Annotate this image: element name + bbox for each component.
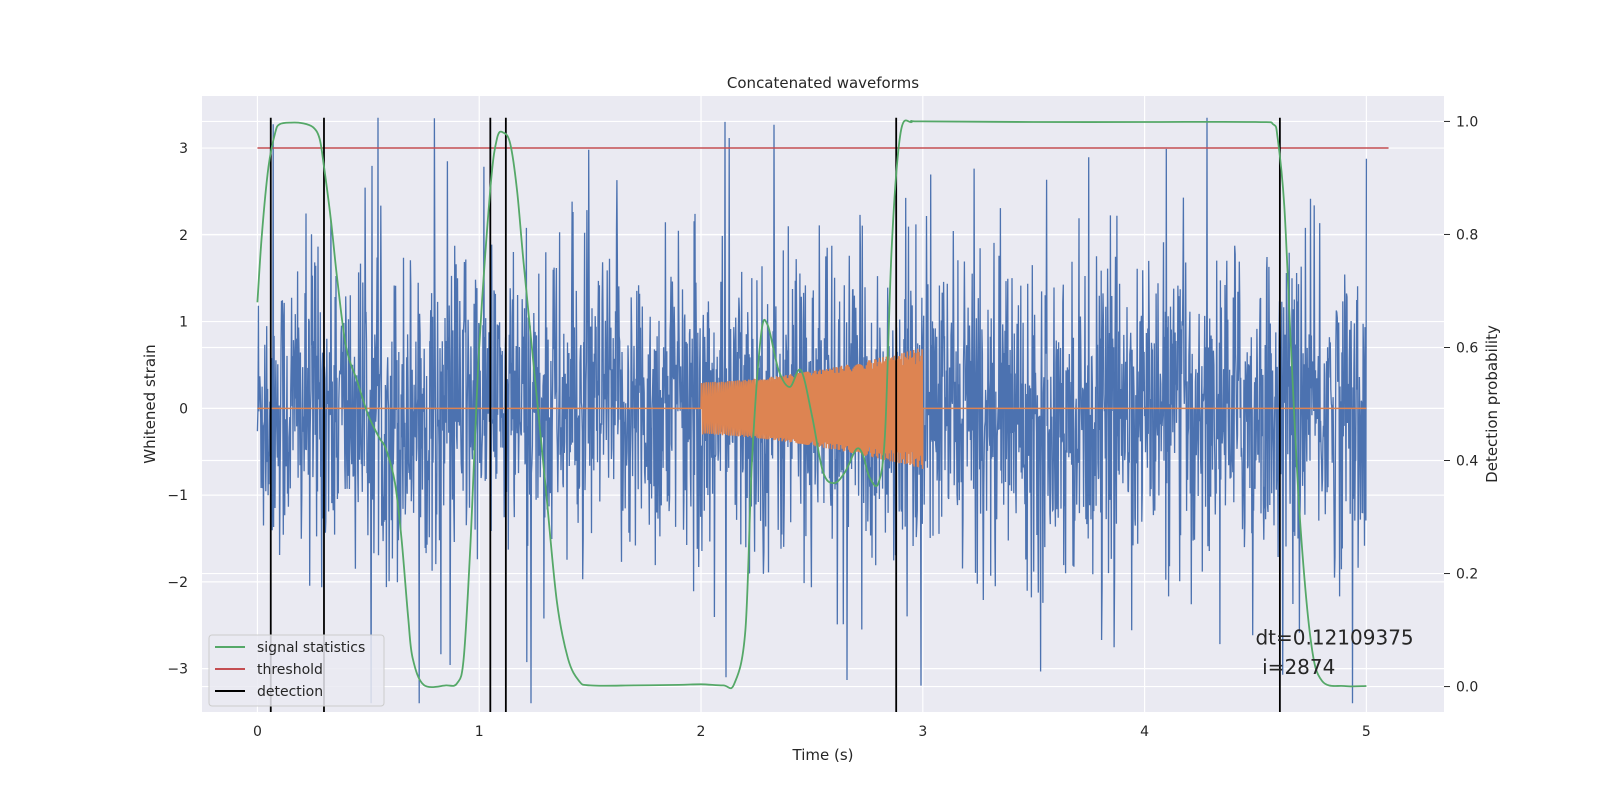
- x-tick-label: 2: [697, 724, 706, 740]
- legend-label-detection: detection: [257, 684, 323, 700]
- x-tick-label: 1: [475, 724, 484, 740]
- legend-label-signal-statistics: signal statistics: [257, 640, 365, 656]
- y-tick-label: −3: [167, 662, 188, 678]
- plot-layer: [256, 117, 1389, 712]
- x-tick-label: 0: [253, 724, 262, 740]
- y2-tick-label: 0.2: [1456, 567, 1478, 583]
- chart-title: Concatenated waveforms: [727, 74, 919, 92]
- x-axis-label: Time (s): [792, 746, 854, 764]
- y-tick-label: −2: [167, 575, 188, 591]
- y2-tick-label: 1.0: [1456, 114, 1478, 130]
- y-tick-label: 2: [179, 228, 188, 244]
- y2-tick-label: 0.6: [1456, 340, 1478, 356]
- legend-label-threshold: threshold: [257, 662, 323, 678]
- annotation-i: i=2874: [1262, 655, 1335, 679]
- legend: signal statistics threshold detection: [208, 634, 385, 707]
- y2-tick-label: 0.4: [1456, 454, 1478, 470]
- annotation-dt: dt=0.12109375: [1255, 625, 1413, 649]
- y-axis-label: Whitened strain: [141, 344, 159, 463]
- y2-axis-label: Detection probability: [1483, 325, 1501, 483]
- x-tick-label: 3: [918, 724, 927, 740]
- y-tick-label: 1: [179, 315, 188, 331]
- signal-statistics-line: [256, 119, 1367, 690]
- y2-tick-label: 0.0: [1456, 680, 1478, 696]
- x-tick-label: 4: [1140, 724, 1149, 740]
- legend-box: [208, 634, 385, 707]
- y2-tick-label: 0.8: [1456, 227, 1478, 243]
- x-tick-label: 5: [1362, 724, 1371, 740]
- y-tick-label: −1: [167, 488, 188, 504]
- axes-layer: 0 1 2 3 4 5 −3 −2 −1 0 1 2 3 0.0 0.2 0.4 0.6 0.8 1.0: [167, 114, 1478, 740]
- y-tick-label: 0: [179, 401, 188, 417]
- injection-line: [257, 348, 1367, 469]
- y-tick-label: 3: [179, 141, 188, 157]
